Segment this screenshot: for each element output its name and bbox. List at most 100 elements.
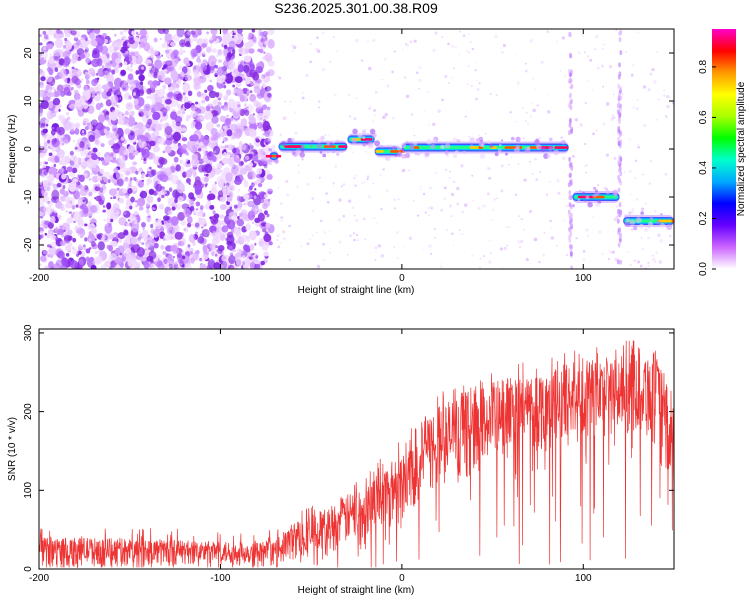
noise-blob — [84, 71, 89, 76]
noise-blob — [50, 208, 55, 213]
noise-blob — [248, 63, 255, 69]
track-scatter — [499, 143, 502, 147]
faint-dot — [356, 239, 359, 242]
faint-dot — [469, 40, 472, 44]
faint-dot — [355, 97, 358, 99]
noise-blob — [66, 166, 73, 173]
noise-blob — [255, 122, 258, 126]
noise-blob — [135, 51, 139, 57]
y-tick-label: 20 — [23, 47, 34, 59]
noise-blob — [182, 82, 191, 93]
faint-dot — [451, 232, 454, 236]
noise-blob — [39, 234, 42, 240]
track-scatter — [585, 195, 590, 200]
noise-blob — [40, 100, 49, 110]
noise-blob — [255, 255, 259, 259]
noise-blob — [194, 222, 200, 228]
noise-blob — [60, 136, 68, 143]
noise-blob — [123, 40, 128, 47]
noise-blob — [206, 31, 209, 35]
faint-dot — [328, 134, 330, 137]
faint-dot — [624, 50, 628, 54]
noise-blob — [74, 147, 78, 150]
noise-blob — [172, 99, 175, 102]
noise-blob — [195, 231, 198, 235]
faint-dot — [508, 163, 510, 166]
noise-blob — [43, 57, 47, 60]
faint-dot — [294, 131, 298, 135]
noise-blob — [48, 55, 55, 64]
noise-blob — [131, 186, 138, 192]
noise-blob — [130, 236, 139, 245]
noise-blob — [258, 238, 265, 247]
noise-blob — [87, 223, 96, 231]
track-scatter — [412, 141, 418, 146]
noise-blob — [174, 197, 178, 204]
noise-blob — [222, 125, 227, 130]
noise-blob — [127, 188, 133, 194]
track-scatter — [362, 142, 367, 147]
noise-blob — [87, 200, 92, 207]
noise-blob — [108, 188, 118, 196]
noise-blob — [237, 188, 241, 192]
noise-blob — [129, 205, 133, 210]
faint-dot — [540, 60, 544, 65]
streak-blob — [616, 109, 620, 115]
track-scatter — [336, 152, 340, 156]
faint-dot — [422, 192, 426, 196]
noise-blob — [267, 38, 275, 49]
noise-blob — [184, 102, 191, 109]
noise-blob — [221, 75, 227, 81]
faint-dot — [523, 228, 526, 231]
faint-dot — [527, 122, 529, 125]
noise-blob — [57, 250, 65, 259]
noise-blob — [78, 258, 84, 266]
noise-blob — [104, 83, 111, 91]
streak-blob — [567, 209, 571, 215]
faint-dot — [486, 166, 490, 170]
noise-blob — [174, 59, 179, 64]
track-scatter — [660, 213, 663, 216]
faint-dot — [374, 246, 378, 250]
faint-dot — [659, 238, 663, 243]
faint-dot — [587, 79, 590, 83]
noise-blob — [114, 40, 122, 49]
noise-blob — [85, 79, 90, 85]
noise-blob — [259, 31, 265, 37]
faint-dot — [489, 93, 492, 96]
noise-blob — [242, 215, 248, 221]
noise-blob — [44, 232, 48, 236]
noise-blob — [117, 232, 126, 240]
faint-dot — [326, 200, 330, 204]
noise-blob — [61, 142, 65, 146]
faint-dot — [336, 50, 338, 53]
noise-blob — [153, 37, 158, 43]
noise-blob — [136, 246, 145, 257]
noise-blob — [254, 187, 257, 191]
noise-blob — [167, 210, 173, 216]
noise-blob — [141, 221, 146, 228]
noise-blob — [143, 160, 147, 164]
faint-dot — [655, 119, 658, 121]
track-hotspot — [529, 146, 538, 149]
noise-blob — [183, 226, 189, 233]
faint-dot — [422, 249, 425, 252]
faint-dot — [615, 215, 619, 219]
track-hotspot — [657, 219, 672, 223]
faint-dot — [534, 237, 538, 241]
faint-dot — [495, 94, 498, 97]
noise-blob — [133, 98, 139, 106]
noise-blob — [125, 102, 134, 111]
noise-blob — [149, 84, 156, 90]
noise-blob — [175, 203, 181, 211]
noise-blob — [155, 183, 162, 192]
noise-blob — [251, 29, 256, 33]
track-scatter — [612, 189, 619, 196]
noise-blob — [181, 255, 186, 260]
faint-dot — [393, 207, 396, 210]
noise-blob — [227, 59, 236, 71]
noise-blob — [82, 161, 87, 167]
noise-blob — [233, 204, 238, 209]
noise-blob — [78, 174, 85, 183]
